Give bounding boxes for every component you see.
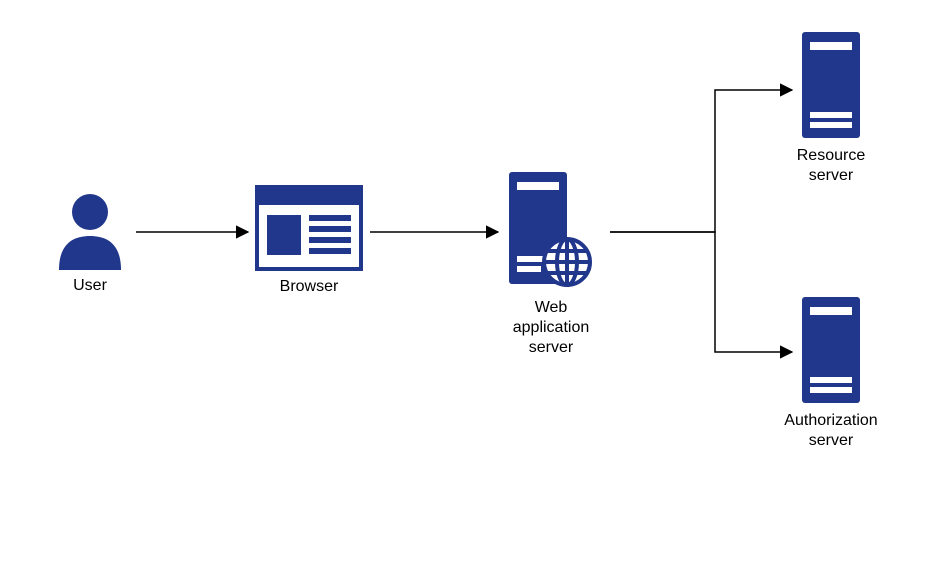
node-label-auth: Authorization server	[751, 411, 911, 451]
user-icon	[55, 190, 125, 270]
node-label-browser: Browser	[229, 277, 389, 297]
node-label-webapp: Web application server	[471, 298, 631, 358]
node-auth: Authorization server	[761, 295, 901, 405]
node-label-user: User	[10, 276, 170, 296]
browser-icon	[255, 185, 363, 271]
web-server-icon	[505, 170, 597, 290]
node-browser: Browser	[239, 185, 379, 271]
server-icon	[800, 30, 862, 140]
diagram-canvas: User Browser Web application server Resourc…	[0, 0, 945, 580]
server-icon	[800, 295, 862, 405]
node-webapp: Web application server	[481, 170, 621, 290]
node-resource: Resource server	[761, 30, 901, 140]
node-user: User	[20, 190, 160, 270]
node-label-resource: Resource server	[751, 146, 911, 186]
